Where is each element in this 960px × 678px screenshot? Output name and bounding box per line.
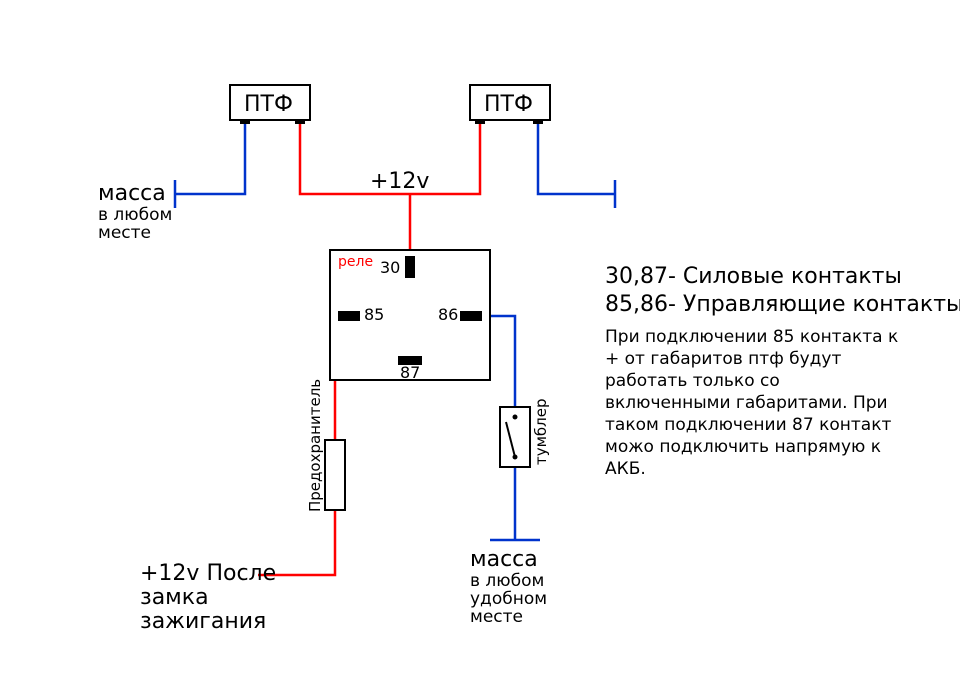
desc-line2: + от габаритов птф будут xyxy=(605,349,841,369)
desc-line6: можо подключить напрямую к xyxy=(605,437,881,457)
wire-blue-right-ptf-mass xyxy=(538,120,615,194)
mass-low-sub2: удобном xyxy=(470,589,547,609)
relay-label: реле xyxy=(338,254,373,270)
supply-line3: зажигания xyxy=(140,609,266,634)
supply-line1: +12v После xyxy=(140,561,276,586)
desc-line7: АКБ. xyxy=(605,459,646,479)
desc-line5: таком подключении 87 контакт xyxy=(605,415,891,435)
tumbler-node-top xyxy=(513,415,518,420)
legend-line1: 30,87- Силовые контакты xyxy=(605,264,902,289)
pin87-label: 87 xyxy=(400,363,420,382)
mass-ul-label: масса xyxy=(98,181,166,206)
mass-low-sub3: месте xyxy=(470,607,523,627)
supply-line2: замка xyxy=(140,585,209,610)
ptf-right-terminal-blue xyxy=(533,120,543,124)
ptf-left-terminal-red xyxy=(295,120,305,124)
mass-low-sub1: в любом xyxy=(470,571,544,591)
relay-pin-86 xyxy=(460,311,482,321)
pin85-label: 85 xyxy=(364,305,384,324)
desc-line4: включенными габаритами. При xyxy=(605,393,888,413)
fuse-box xyxy=(325,440,345,510)
tumbler-label: тумблер xyxy=(532,398,550,465)
relay-pin-30 xyxy=(405,256,415,278)
ptf-right-terminal-red xyxy=(475,120,485,124)
mass-ul-sub2: месте xyxy=(98,223,151,243)
ptf-left-label: ПТФ xyxy=(244,92,293,117)
wiring-diagram: +12v ПТФ ПТФ реле 30 85 86 87 Предохрани xyxy=(0,0,960,678)
desc-line1: При подключении 85 контакта к xyxy=(605,327,898,347)
ptf-right-label: ПТФ xyxy=(484,92,533,117)
pin86-label: 86 xyxy=(438,305,458,324)
ptf-left-terminal-blue xyxy=(240,120,250,124)
mass-low-label: масса xyxy=(470,547,538,572)
label-12v: +12v xyxy=(370,169,429,194)
legend-line2: 85,86- Управляющие контакты. xyxy=(605,292,960,317)
desc-line3: работать только со xyxy=(605,371,780,391)
relay-pin-85 xyxy=(338,311,360,321)
wire-blue-left-ptf-mass xyxy=(175,120,245,194)
pin30-label: 30 xyxy=(380,258,400,277)
mass-ul-sub1: в любом xyxy=(98,205,172,225)
fuse-label: Предохранитель xyxy=(306,379,324,512)
